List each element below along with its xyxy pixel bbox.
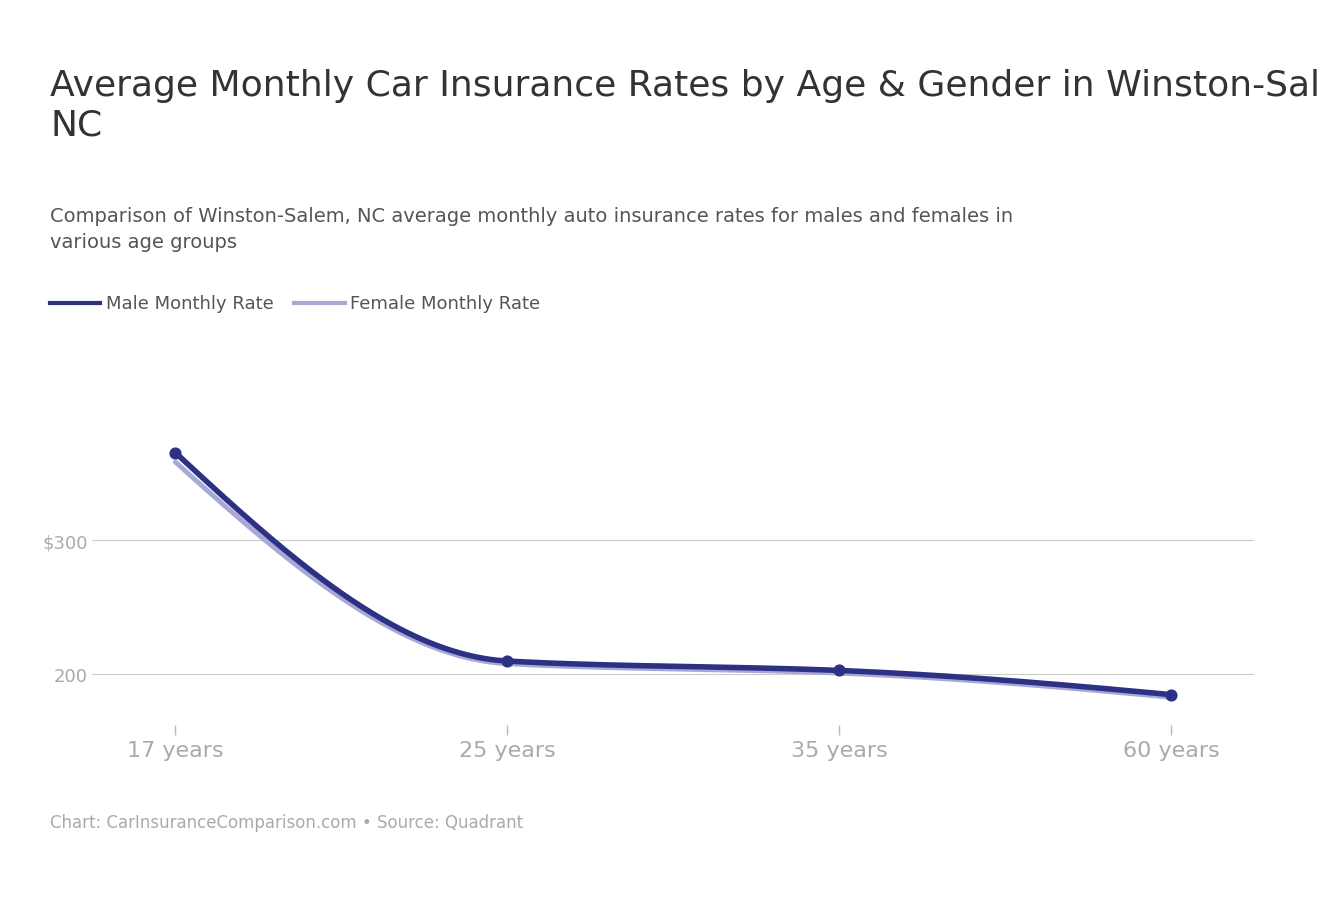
Point [829,664,850,678]
Text: Comparison of Winston-Salem, NC average monthly auto insurance rates for males a: Comparison of Winston-Salem, NC average … [50,207,1014,252]
Point [496,654,517,669]
Text: Male Monthly Rate: Male Monthly Rate [106,294,273,312]
Text: Average Monthly Car Insurance Rates by Age & Gender in Winston-Salem,
NC: Average Monthly Car Insurance Rates by A… [50,69,1320,142]
Point [1160,687,1181,702]
Text: Chart: CarInsuranceComparison.com • Source: Quadrant: Chart: CarInsuranceComparison.com • Sour… [50,813,523,832]
Text: Female Monthly Rate: Female Monthly Rate [350,294,540,312]
Point [165,446,186,460]
